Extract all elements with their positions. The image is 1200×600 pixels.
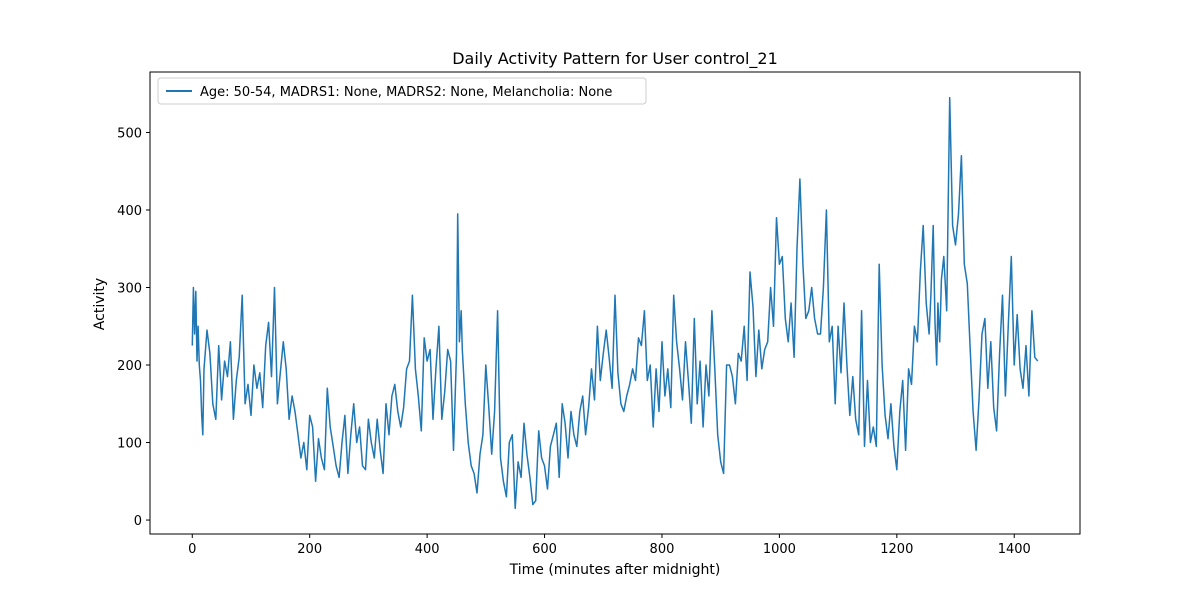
series-line-0 [191,96,1039,510]
x-axis-label: Time (minutes after midnight) [509,562,721,578]
y-axis-label: Activity [92,278,108,330]
x-tick-label: 400 [415,542,440,557]
x-tick-label: 200 [297,542,322,557]
x-tick-label: 600 [532,542,557,557]
x-tick-label: 0 [188,542,196,557]
legend-box [157,77,647,105]
y-tick-label: 200 [117,359,142,374]
axis-ticks: 0 200 400 600 800 1000 1200 1400 0 100 200 300 400 50… [117,126,1031,557]
chart-title: Daily Activity Pattern for User control_… [452,49,778,69]
x-tick-label: 1200 [880,542,913,557]
x-tick-label: 800 [650,542,675,557]
y-tick-label: 300 [117,281,142,296]
y-tick-label: 400 [117,204,142,219]
legend: Age: 50-54, MADRS1: None, MADRS2: None, … [157,77,647,105]
axes-frame [149,71,1081,535]
x-tick-label: 1400 [998,542,1031,557]
x-tick-label: 1000 [763,542,796,557]
y-tick-label: 100 [117,437,142,452]
legend-label: Age: 50-54, MADRS1: None, MADRS2: None, … [200,85,612,100]
y-tick-label: 500 [117,126,142,141]
plot-area [149,71,1081,535]
y-tick-label: 0 [134,514,142,529]
